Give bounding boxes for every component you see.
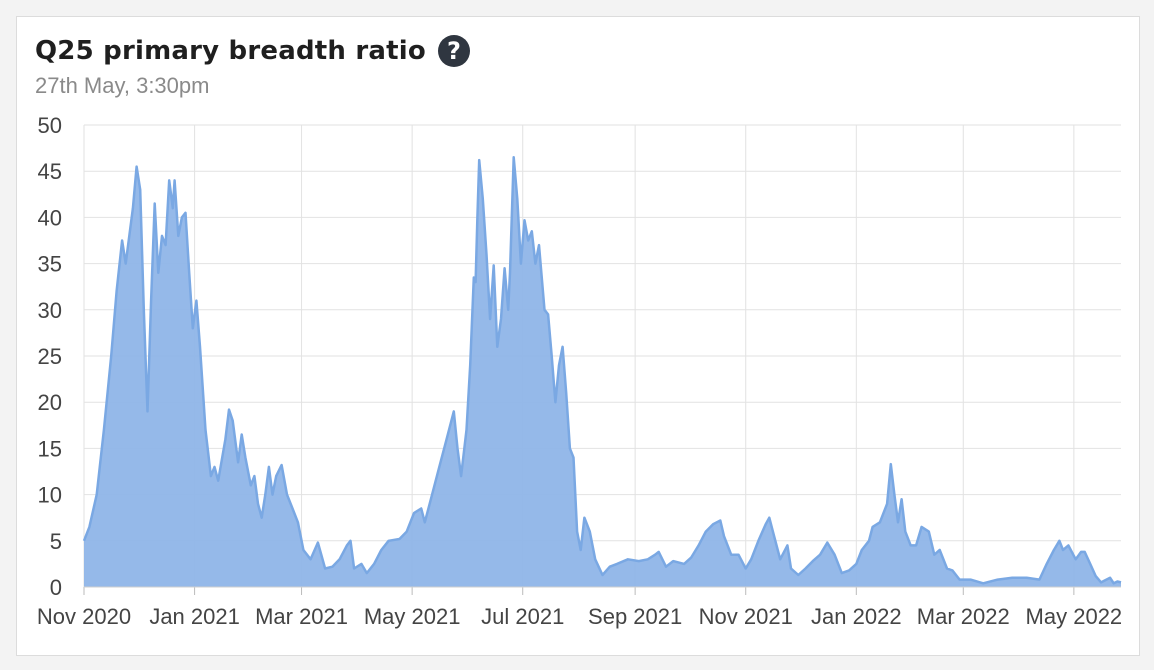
y-tick-label: 5 — [50, 529, 62, 554]
x-tick-label: Jul 2021 — [481, 604, 564, 629]
x-tick-label: Nov 2021 — [699, 604, 793, 629]
x-tick-label: May 2022 — [1026, 604, 1123, 629]
y-tick-label: 40 — [38, 205, 62, 230]
chart-title: Q25 primary breadth ratio — [35, 36, 426, 66]
x-tick-label: May 2021 — [364, 604, 461, 629]
x-tick-label: Jan 2021 — [149, 604, 240, 629]
question-circle-icon[interactable]: ? — [437, 35, 470, 67]
y-tick-label: 0 — [50, 575, 62, 600]
x-tick-label: Nov 2020 — [37, 604, 131, 629]
series-line — [82, 156, 1122, 585]
y-tick-label: 30 — [38, 298, 62, 323]
chart-timestamp: 27th May, 3:30pm — [35, 73, 210, 98]
series-area — [84, 157, 1121, 588]
y-tick-label: 35 — [38, 252, 62, 277]
x-tick-label: Mar 2022 — [917, 604, 1010, 629]
y-tick-label: 50 — [38, 113, 62, 138]
area-chart: 0 5 10 15 20 25 30 35 40 45 50 Nov 2020 Jan 2021 Mar … — [37, 113, 1123, 629]
y-tick-label: 25 — [38, 344, 62, 369]
title-row: Q25 primary breadth ratio ? — [35, 31, 470, 71]
x-tick-label: Jan 2022 — [811, 604, 902, 629]
y-tick-label: 45 — [38, 159, 62, 184]
x-tick-label: Mar 2021 — [255, 604, 348, 629]
y-tick-label: 20 — [38, 390, 62, 415]
y-tick-label: 10 — [38, 483, 62, 508]
x-tick-label: Sep 2021 — [588, 604, 682, 629]
chart-card: Q25 primary breadth ratio ? 27th May, 3:… — [16, 16, 1140, 656]
y-tick-label: 15 — [38, 436, 62, 461]
